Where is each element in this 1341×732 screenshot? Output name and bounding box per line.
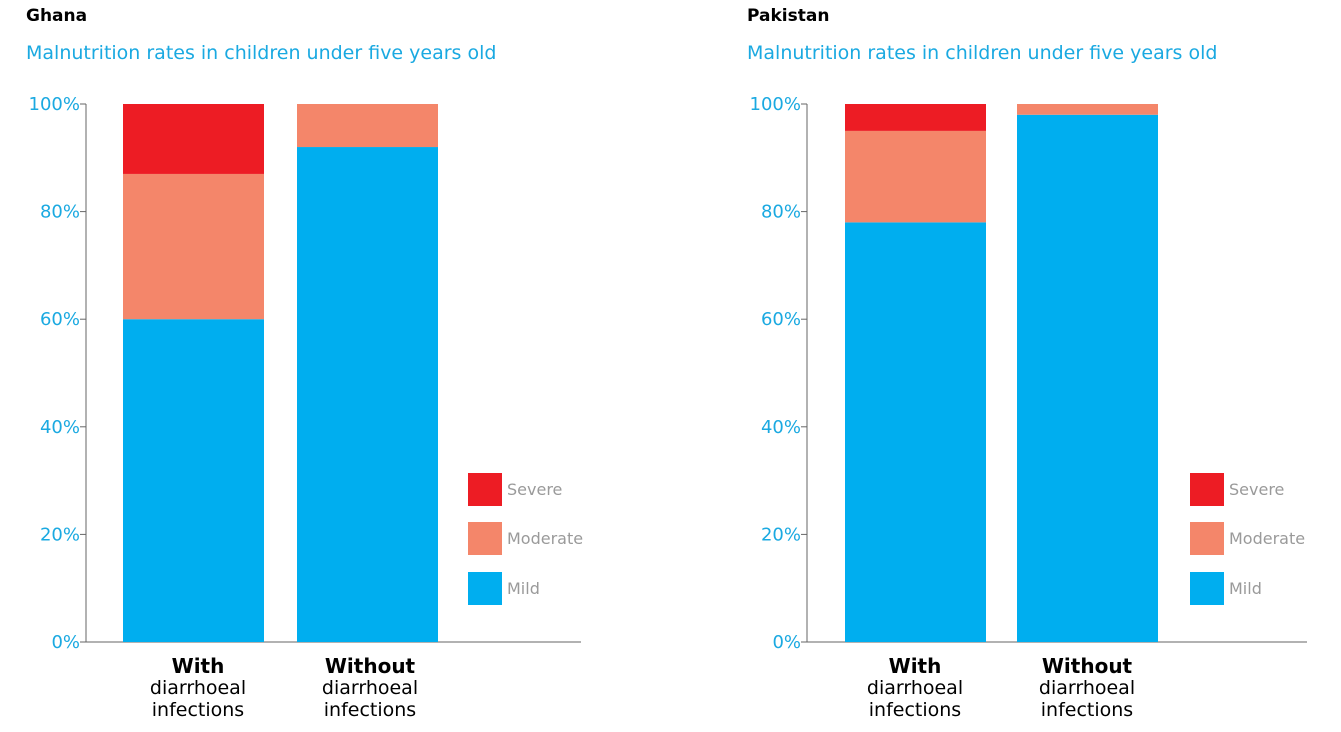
chart-subtitle: Malnutrition rates in children under fiv… [26,42,497,64]
stacked-bar-chart-ghana: 0% 20% 40% 60% 80% 100% Severe Moderate Mild [29,94,584,653]
x-category-label: diarrhoeal infections [321,677,419,721]
x-category-label: diarrhoeal infections [866,677,964,721]
bar-segment-mild [845,222,986,643]
bar-segment-mild [1017,114,1158,642]
x-category-bold-label: Without [324,654,416,678]
legend-swatch-moderate [468,522,502,555]
legend-label: Moderate [1229,529,1305,548]
x-category-with: With diarrhoeal infections [830,655,1000,721]
bar-segment-mild [123,319,264,642]
legend-swatch-severe [1190,473,1224,506]
y-tick-label: 80% [761,202,801,223]
bar-segment-severe [845,104,986,131]
legend-label: Mild [507,579,540,598]
legend-swatch-moderate [1190,522,1224,555]
y-tick-label: 60% [40,309,80,330]
bar-segment-moderate [845,130,986,223]
x-category-with: With diarrhoeal infections [113,655,283,721]
y-tick-label: 20% [40,524,80,545]
chart-title: Pakistan [747,6,830,26]
legend-swatch-mild [468,572,502,605]
legend-label: Severe [1229,480,1284,499]
y-tick-label: 0% [51,632,80,653]
bar-segment-severe [123,104,264,174]
x-category-label: diarrhoeal infections [149,677,247,721]
legend-swatch-mild [1190,572,1224,605]
x-category-bold-label: With [888,654,942,678]
y-tick-label: 20% [761,524,801,545]
y-tick-label: 40% [761,417,801,438]
legend-label: Moderate [507,529,583,548]
chart-title: Ghana [26,6,88,26]
x-category-bold-label: Without [1041,654,1133,678]
legend-label: Severe [507,480,562,499]
x-category-without: Without diarrhoeal infections [1002,655,1172,721]
bar-segment-moderate [297,104,438,148]
x-category-label: diarrhoeal infections [1038,677,1136,721]
legend-label: Mild [1229,579,1262,598]
chart-subtitle: Malnutrition rates in children under fiv… [747,42,1218,64]
y-tick-label: 100% [750,94,801,115]
bar-segment-moderate [1017,104,1158,115]
x-category-bold-label: With [171,654,225,678]
y-tick-label: 40% [40,417,80,438]
chart-panel-pakistan: Pakistan Malnutrition rates in children … [747,0,1341,732]
x-category-without: Without diarrhoeal infections [285,655,455,721]
y-tick-label: 100% [29,94,80,115]
bar-segment-moderate [123,173,264,320]
bar-segment-mild [297,147,438,643]
y-tick-label: 0% [772,632,801,653]
legend-swatch-severe [468,473,502,506]
chart-panel-ghana: Ghana Malnutrition rates in children und… [26,0,646,732]
y-tick-label: 80% [40,202,80,223]
y-tick-label: 60% [761,309,801,330]
stacked-bar-chart-pakistan: 0% 20% 40% 60% 80% 100% Severe Moderate Mild [750,94,1307,653]
